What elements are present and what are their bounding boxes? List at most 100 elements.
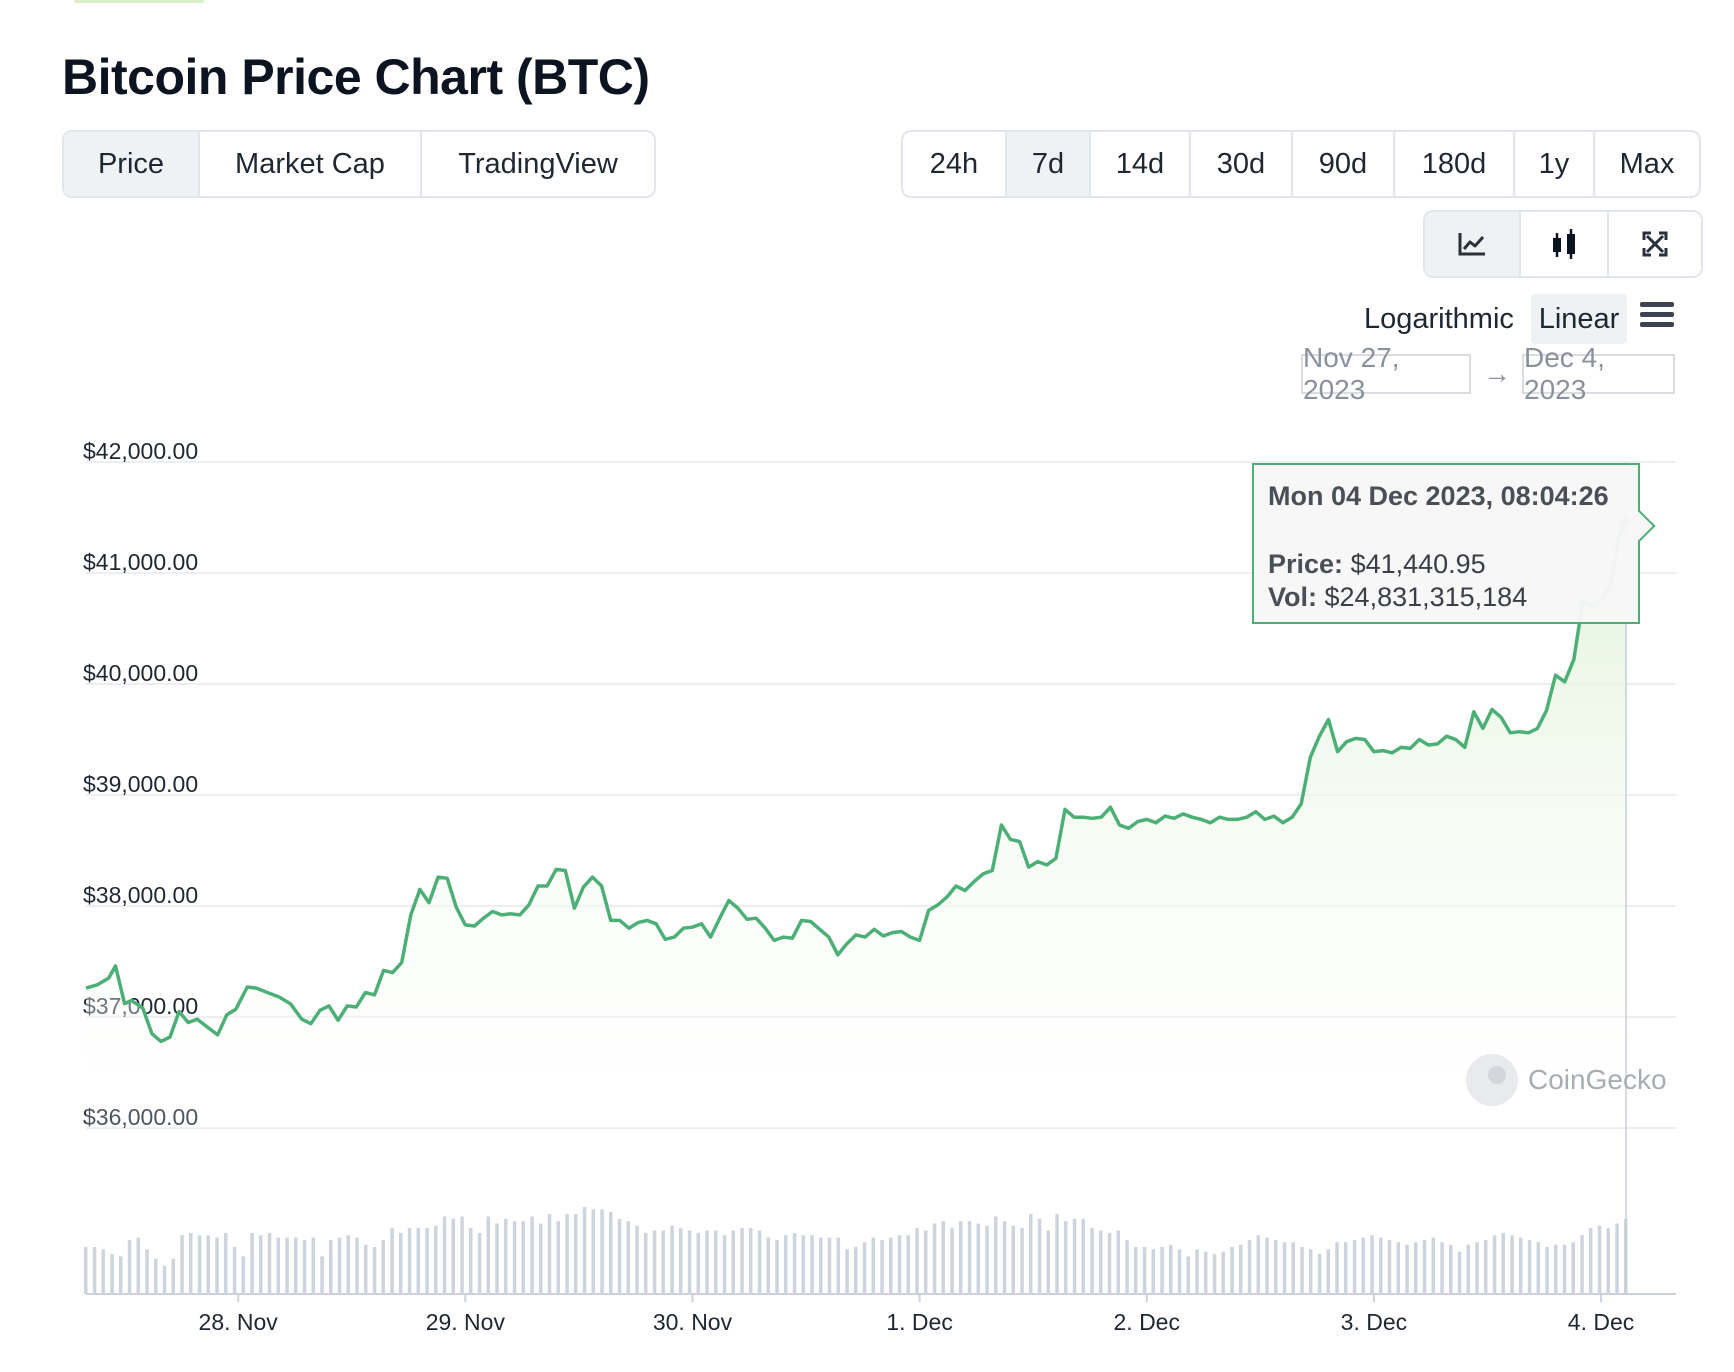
range-tabs: 24h 7d 14d 30d 90d 180d 1y Max <box>901 130 1701 198</box>
volume-bar <box>1186 1256 1190 1294</box>
volume-bar <box>1090 1228 1094 1294</box>
volume-bar <box>154 1258 158 1295</box>
volume-bar <box>1379 1237 1383 1294</box>
volume-bar <box>1265 1237 1269 1294</box>
volume-bar <box>1326 1249 1330 1294</box>
y-axis-label: $40,000.00 <box>83 660 198 686</box>
volume-bar <box>267 1232 272 1294</box>
volume-bar <box>259 1235 263 1295</box>
volume-bar <box>1510 1235 1514 1295</box>
volume-bar <box>241 1256 245 1294</box>
range-14d[interactable]: 14d <box>1089 132 1189 196</box>
tab-price[interactable]: Price <box>64 132 198 196</box>
volume-bar <box>985 1225 989 1294</box>
volume-bar <box>1029 1214 1033 1294</box>
volume-bar <box>1300 1247 1304 1294</box>
range-1y[interactable]: 1y <box>1513 132 1593 196</box>
volume-bar <box>1116 1230 1120 1294</box>
volume-bar <box>967 1221 972 1295</box>
volume-bar <box>1204 1251 1208 1294</box>
volume-bar <box>84 1247 88 1294</box>
volume-bar <box>644 1232 648 1294</box>
volume-bar <box>1177 1249 1182 1294</box>
volume-bar <box>670 1225 674 1294</box>
volume-bar <box>477 1232 482 1294</box>
volume-bar <box>871 1237 875 1294</box>
volume-bar <box>1554 1244 1558 1295</box>
volume-bar <box>652 1230 657 1294</box>
volume-bar <box>1449 1244 1453 1295</box>
date-from-input[interactable]: Nov 27, 2023 <box>1301 342 1471 405</box>
volume-bar <box>1536 1242 1540 1294</box>
volume-bar <box>1501 1232 1505 1294</box>
watermark-text: CoinGecko <box>1528 1064 1667 1095</box>
volume-bar <box>372 1247 377 1294</box>
candlestick-icon <box>1553 229 1575 259</box>
volume-bar <box>1615 1223 1619 1294</box>
volume-bar <box>197 1235 202 1295</box>
volume-bar <box>539 1223 543 1294</box>
x-axis-label: 3. Dec <box>1341 1309 1407 1335</box>
volume-bar <box>1072 1218 1077 1294</box>
hamburger-menu-icon[interactable] <box>1640 302 1674 330</box>
scale-linear-button[interactable]: Linear <box>1531 294 1627 344</box>
volume-bar <box>696 1232 700 1294</box>
volume-bar <box>1352 1240 1357 1294</box>
volume-bar <box>609 1211 613 1295</box>
volume-bar <box>635 1225 639 1294</box>
range-180d[interactable]: 180d <box>1393 132 1513 196</box>
range-7d[interactable]: 7d <box>1005 132 1089 196</box>
volume-bar <box>845 1249 849 1294</box>
range-max[interactable]: Max <box>1593 132 1699 196</box>
range-90d[interactable]: 90d <box>1291 132 1393 196</box>
volume-bar <box>232 1247 237 1294</box>
volume-bar <box>250 1232 254 1294</box>
tooltip-price-value: $41,440.95 <box>1350 549 1486 579</box>
volume-bar <box>1396 1242 1400 1294</box>
volume-bar <box>110 1254 114 1294</box>
volume-bar <box>180 1235 184 1295</box>
scale-logarithmic-button[interactable]: Logarithmic <box>1364 302 1514 335</box>
volume-bar <box>337 1237 342 1294</box>
candlestick-button[interactable] <box>1519 212 1607 276</box>
price-line <box>85 523 1628 1044</box>
tab-market-cap[interactable]: Market Cap <box>198 132 420 196</box>
line-chart-button[interactable] <box>1425 212 1519 276</box>
volume-bar <box>1475 1242 1479 1294</box>
volume-bar <box>521 1221 525 1295</box>
volume-bar <box>1221 1251 1225 1294</box>
volume-bar <box>1317 1254 1322 1294</box>
range-30d[interactable]: 30d <box>1189 132 1291 196</box>
volume-bar <box>1492 1235 1497 1295</box>
x-axis-label: 1. Dec <box>886 1309 952 1335</box>
line-chart-icon <box>1458 233 1485 256</box>
volume-bar <box>897 1235 902 1295</box>
fullscreen-button[interactable] <box>1607 212 1701 276</box>
range-24h[interactable]: 24h <box>929 147 979 180</box>
y-axis-label: $39,000.00 <box>83 771 198 797</box>
volume-bar <box>285 1237 289 1294</box>
tab-tradingview[interactable]: TradingView <box>420 132 654 196</box>
volume-bar <box>714 1230 718 1294</box>
volume-bar <box>792 1232 797 1294</box>
volume-bar <box>906 1235 910 1295</box>
volume-bar <box>626 1221 630 1295</box>
fullscreen-icon <box>1642 231 1668 257</box>
volume-bar <box>687 1230 692 1294</box>
volume-bar <box>757 1230 762 1294</box>
volume-bar <box>530 1216 534 1294</box>
volume-bar <box>92 1247 97 1294</box>
volume-bar <box>311 1237 315 1294</box>
x-axis-label: 2. Dec <box>1114 1309 1180 1335</box>
volume-bar <box>1099 1230 1103 1294</box>
page-title: Bitcoin Price Chart (BTC) <box>62 49 650 105</box>
volume-bar <box>1160 1247 1164 1294</box>
volume-bar <box>1606 1228 1610 1294</box>
volume-bar <box>224 1232 228 1294</box>
volume-bar <box>504 1218 508 1294</box>
price-tooltip: Mon 04 Dec 2023, 08:04:26 Price: $41,440… <box>1252 463 1640 624</box>
volume-bar <box>1571 1242 1575 1294</box>
volume-bar <box>1344 1242 1348 1294</box>
y-axis-label: $42,000.00 <box>83 438 198 464</box>
